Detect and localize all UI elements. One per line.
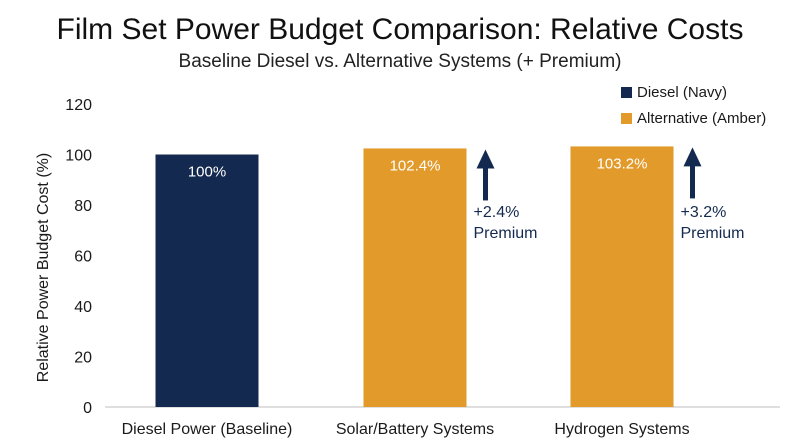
y-tick-label: 0 <box>83 400 92 417</box>
y-tick-label: 40 <box>74 299 92 316</box>
bar-value-label: 102.4% <box>390 157 441 174</box>
bar-1 <box>155 154 259 407</box>
x-tick-label: Solar/Battery Systems <box>336 421 494 438</box>
annotation-premium-label: Premium <box>681 225 745 242</box>
legend-label: Alternative (Amber) <box>637 110 766 127</box>
annotation-premium-label: Premium <box>474 225 538 242</box>
legend-swatch <box>621 87 632 98</box>
bar-value-label: 103.2% <box>597 155 648 172</box>
legend-swatch <box>621 113 632 124</box>
chart-title: Film Set Power Budget Comparison: Relati… <box>56 13 744 46</box>
up-arrow-icon-shaft <box>690 154 695 199</box>
bar-value-label: 100% <box>188 164 226 181</box>
chart-subtitle: Baseline Diesel vs. Alternative Systems … <box>178 51 622 72</box>
up-arrow-icon <box>476 149 495 169</box>
y-tick-label: 120 <box>65 97 92 114</box>
bar-2 <box>363 148 467 407</box>
annotation-premium-value: +2.4% <box>474 204 520 221</box>
up-arrow-icon-shaft <box>483 156 488 201</box>
x-tick-label: Diesel Power (Baseline) <box>122 421 293 438</box>
y-tick-label: 80 <box>74 198 92 215</box>
y-axis-label: Relative Power Budget Cost (%) <box>35 153 52 382</box>
up-arrow-icon <box>683 147 702 167</box>
y-tick-label: 60 <box>74 249 92 266</box>
y-tick-label: 100 <box>65 148 92 165</box>
legend-label: Diesel (Navy) <box>637 84 727 101</box>
annotation-premium-value: +3.2% <box>681 204 727 221</box>
x-tick-label: Hydrogen Systems <box>554 421 689 438</box>
bar-3 <box>570 146 674 408</box>
y-tick-label: 20 <box>74 350 92 367</box>
